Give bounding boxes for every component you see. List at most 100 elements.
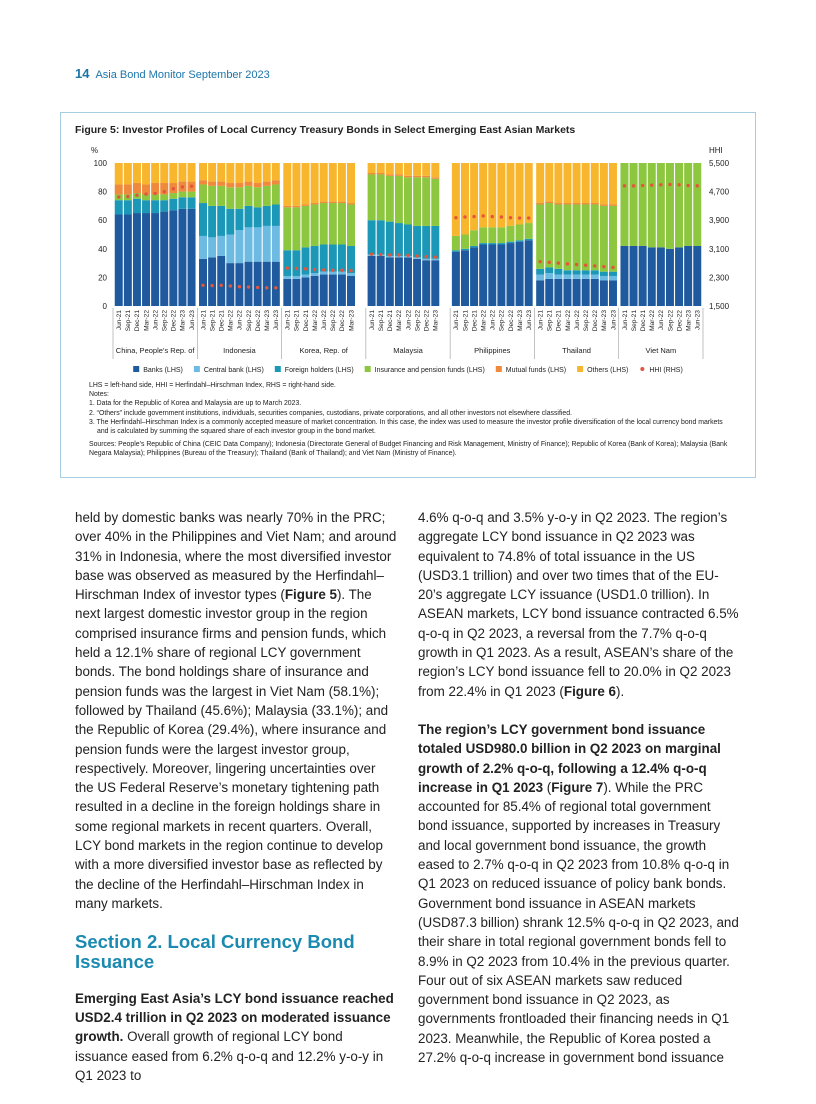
hhi-point [246,285,251,289]
hhi-point [349,268,353,273]
bar-segment [488,243,497,245]
bar-segment [590,163,599,204]
bar-segment [217,235,226,256]
notes-heading: Notes: [89,391,109,399]
bar-segment [608,275,617,281]
legend-swatch [133,366,140,372]
bar-segment [319,203,328,245]
bar-segment [292,250,301,276]
bar-segment [328,163,337,202]
chart-title: Figure 5: Investor Profiles of Local Cur… [75,124,575,136]
hhi-point [171,187,176,191]
bar-segment [301,274,310,278]
legend-label: Banks (LHS) [143,367,183,374]
bar-segment [262,205,271,226]
bar-segment [376,255,385,306]
bar-segment [160,183,169,195]
paragraph: held by domestic banks was nearly 70% in… [75,508,397,913]
bar-segment [178,163,187,182]
bar-segment [422,260,431,306]
bar-segment [581,163,590,204]
bar-segment [253,207,262,228]
legend: Banks (LHS) Central bank (LHS) Foreign hol… [133,366,683,374]
bar-segment [178,197,187,209]
page: 14 Asia Bond Monitor September 2023 Figur… [60,66,756,1084]
bar-segment [422,225,431,259]
bar-segment [217,185,226,206]
x-tick-label: Sep-21 [378,310,385,332]
bar-segment [608,163,617,205]
bar-segment [169,163,178,184]
hhi-point [415,254,419,258]
hhi-point [255,285,260,290]
y2-tick-label: 1,500 [709,302,730,311]
y-tick-label: 80 [98,188,107,197]
x-tick-label: Sep-21 [547,310,554,332]
note: 1. Data for the Republic of Korea and Ma… [89,400,302,408]
x-tick-label: Jun-23 [273,310,280,330]
bar-segment [470,245,479,248]
bar-segment [431,258,440,261]
bar-segment [506,225,515,242]
bar-segment [283,207,292,251]
bar-segment [160,211,169,306]
x-tick-label: Sep-21 [294,310,301,332]
hhi-point [640,183,645,188]
paragraph: 4.6% q-o-q and 3.5% y-o-y in Q2 2023. Th… [418,508,740,701]
legend-swatch [495,366,502,372]
bar-segment [620,245,629,306]
bar-segment [675,247,684,306]
bar-segment [160,194,169,201]
bar-segment [208,205,217,238]
x-tick-label: Sep-22 [330,310,337,332]
bar-segment [217,181,226,186]
hhi-point [631,184,636,188]
bar-segment [675,163,684,248]
bar-segment [572,204,581,271]
legend-swatch [193,366,200,372]
bar-segment [253,163,262,184]
bar-segment [208,185,217,206]
bar-segment [262,185,271,206]
x-tick-label: Dec-21 [303,310,310,332]
bar-segment [693,163,702,246]
x-tick-label: Dec-21 [134,310,141,332]
bar-segment [367,220,376,255]
bar-segment [226,234,235,264]
bar-segment [199,180,208,185]
bar-segment [515,163,524,225]
bar-segment [479,243,488,245]
note: 3. The Herfindahl–Hirschman Index is a c… [89,418,723,436]
bar-segment [283,163,292,206]
bar-segment [367,173,376,175]
bar-segment [178,191,187,198]
bar-segment [385,257,394,306]
hhi-point [659,183,663,187]
hhi-point [556,261,561,265]
bar-segment [142,213,151,306]
bar-segment [208,237,217,258]
bar-segment [235,187,244,209]
x-tick-label: Sep-22 [414,310,421,332]
bar-segment [385,174,394,176]
bar-segment [647,163,656,248]
bar-segment [301,247,310,275]
bar-segment [497,243,506,245]
x-tick-label: Dec-22 [339,310,346,332]
bar-segment [310,275,319,306]
bar-segment [479,227,488,244]
bar-segment [563,274,572,279]
bar-segment [536,268,545,275]
x-tick-label: Mar-23 [685,310,692,331]
bar-segment [385,221,394,256]
hhi-point [303,267,308,271]
bar-segment [545,273,554,279]
bar-segment [599,275,608,281]
bar-segment [554,204,563,269]
bar-segment [235,208,244,231]
x-tick-label: Jun-21 [116,310,123,330]
bar-segment [208,181,217,186]
notes-list: 1. Data for the Republic of Korea and Ma… [89,399,729,436]
hhi-point [677,183,681,187]
bar-segment [217,255,226,306]
